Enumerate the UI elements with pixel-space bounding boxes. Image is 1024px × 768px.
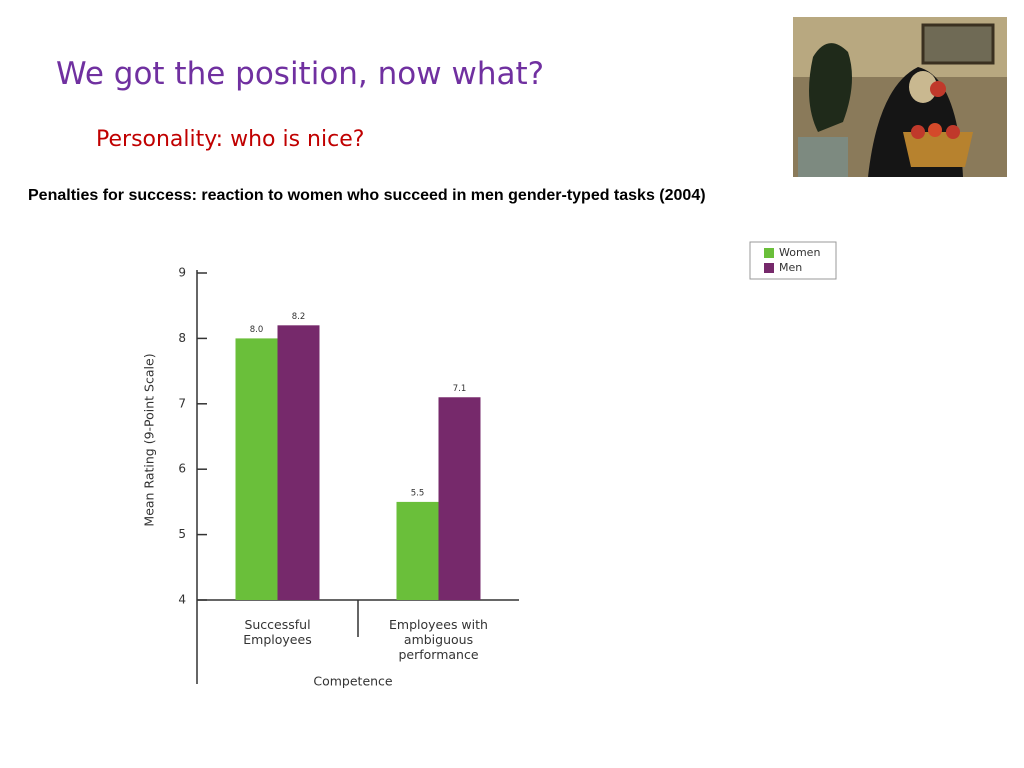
legend-swatch <box>764 248 774 258</box>
value-label: 8.2 <box>292 312 306 322</box>
value-label: 8.0 <box>250 325 264 335</box>
witch-illustration <box>793 17 1007 177</box>
slide-title: We got the position, now what? <box>56 56 545 92</box>
x-tick-label: Successful Employees <box>243 617 312 647</box>
bar <box>235 338 278 600</box>
bar <box>277 325 320 600</box>
legend-label: Women <box>779 246 820 259</box>
slide-subtitle: Personality: who is nice? <box>96 127 365 152</box>
legend-swatch <box>764 263 774 273</box>
y-axis-label: Mean Rating (9-Point Scale) <box>142 353 157 526</box>
y-tick-label: 4 <box>178 593 186 607</box>
y-tick-label: 6 <box>178 462 186 476</box>
bar <box>438 397 481 600</box>
value-label: 7.1 <box>453 384 467 394</box>
y-tick-label: 9 <box>178 266 186 280</box>
y-tick-label: 7 <box>178 396 186 410</box>
y-tick-label: 5 <box>178 527 186 541</box>
y-tick-label: 8 <box>178 331 186 345</box>
chart-caption: Penalties for success: reaction to women… <box>28 187 706 204</box>
bar <box>396 501 439 600</box>
value-label: 5.5 <box>411 488 425 498</box>
x-axis-label: Competence <box>313 674 393 689</box>
legend-label: Men <box>779 261 802 274</box>
x-tick-label: Employees with ambiguous performance <box>389 617 488 662</box>
